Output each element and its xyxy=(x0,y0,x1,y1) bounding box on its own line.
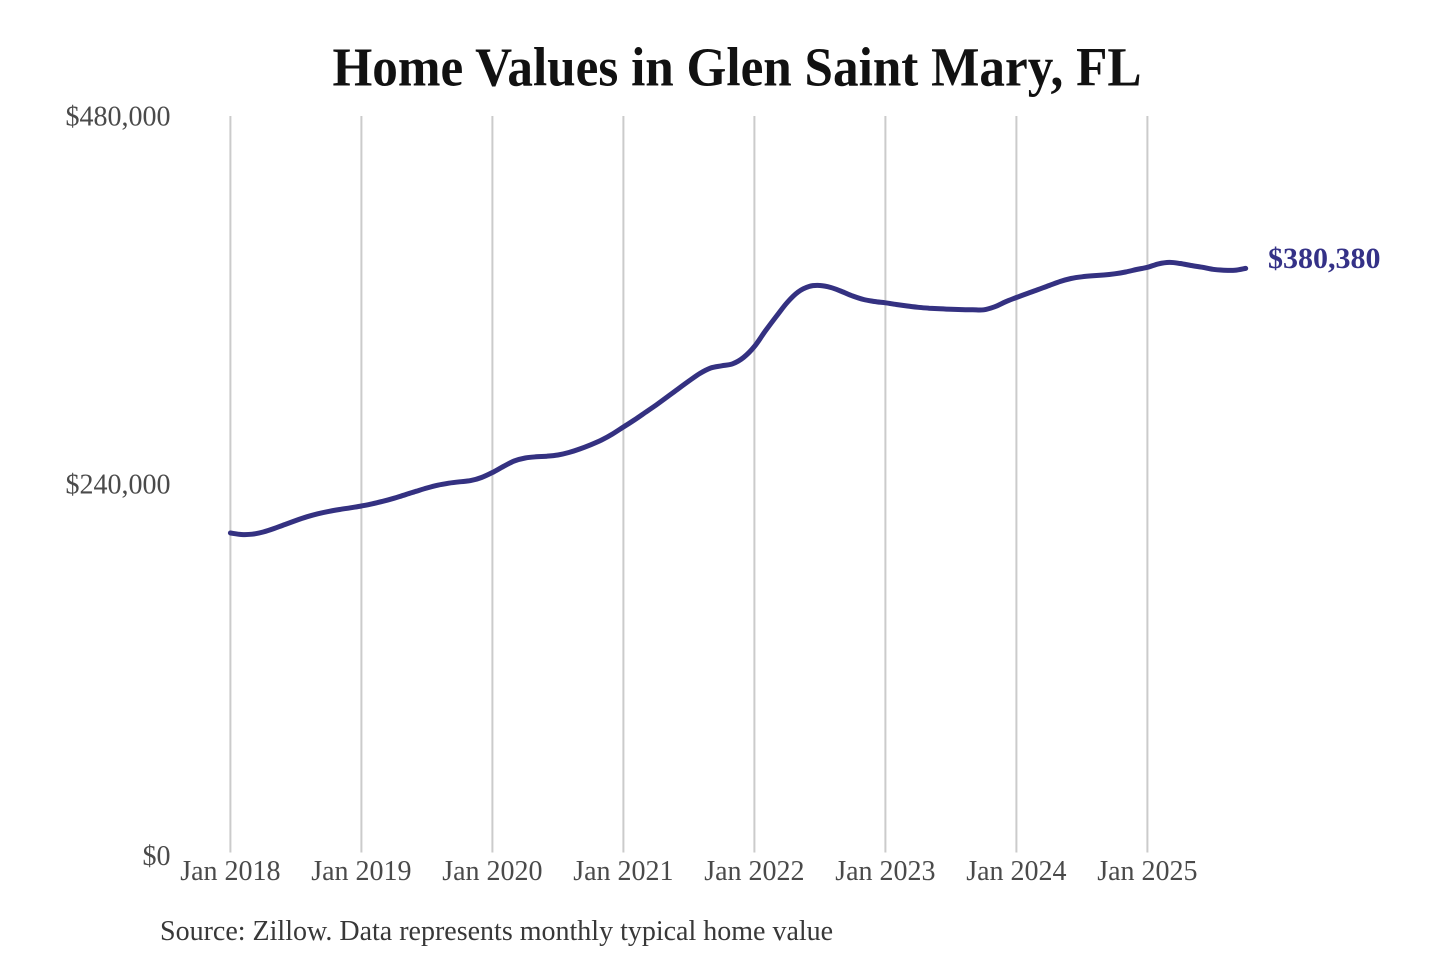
svg-text:Jan 2023: Jan 2023 xyxy=(835,856,935,887)
svg-text:Home Values in Glen Saint Mary: Home Values in Glen Saint Mary, FL xyxy=(333,37,1142,98)
svg-text:Jan 2019: Jan 2019 xyxy=(311,856,411,887)
svg-text:Jan 2020: Jan 2020 xyxy=(442,856,542,887)
svg-text:Jan 2021: Jan 2021 xyxy=(573,856,673,887)
svg-text:$380,380: $380,380 xyxy=(1268,242,1381,275)
svg-text:Source: Zillow. Data represent: Source: Zillow. Data represents monthly … xyxy=(160,916,833,947)
svg-text:$480,000: $480,000 xyxy=(66,102,171,133)
svg-text:$240,000: $240,000 xyxy=(66,470,171,501)
svg-text:Jan 2024: Jan 2024 xyxy=(966,856,1066,887)
svg-text:Jan 2025: Jan 2025 xyxy=(1097,856,1197,887)
svg-text:Jan 2018: Jan 2018 xyxy=(180,856,280,887)
svg-text:Jan 2022: Jan 2022 xyxy=(704,856,804,887)
svg-text:$0: $0 xyxy=(143,841,171,872)
